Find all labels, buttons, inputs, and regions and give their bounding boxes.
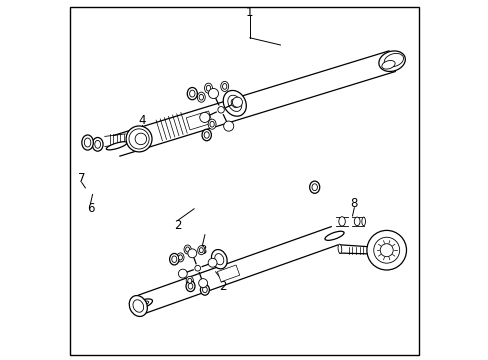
Text: 8: 8 [350,197,357,210]
Ellipse shape [183,245,191,254]
Ellipse shape [202,287,207,293]
Ellipse shape [95,140,101,148]
Ellipse shape [211,249,227,269]
Ellipse shape [197,246,204,255]
Circle shape [178,269,187,278]
Ellipse shape [185,281,195,292]
Ellipse shape [129,296,147,316]
Ellipse shape [199,248,203,253]
Ellipse shape [197,92,205,102]
Ellipse shape [171,256,177,262]
Circle shape [198,279,207,288]
Text: 2: 2 [219,280,226,293]
Ellipse shape [81,135,93,150]
Text: 3: 3 [198,244,205,257]
Ellipse shape [169,253,179,265]
Ellipse shape [187,278,191,283]
Ellipse shape [126,126,152,152]
Circle shape [194,265,200,271]
Ellipse shape [222,84,226,89]
Ellipse shape [200,284,209,295]
Circle shape [135,133,146,145]
Circle shape [129,129,149,149]
Ellipse shape [135,301,148,307]
Ellipse shape [223,90,246,116]
Polygon shape [186,111,212,130]
Ellipse shape [189,90,195,97]
Ellipse shape [214,253,224,265]
Text: 1: 1 [245,6,253,19]
Ellipse shape [354,217,359,226]
Ellipse shape [92,138,103,151]
Ellipse shape [337,244,341,253]
Ellipse shape [178,255,182,260]
Ellipse shape [338,217,345,226]
Ellipse shape [209,121,214,127]
Ellipse shape [177,253,183,262]
Ellipse shape [106,142,127,150]
Ellipse shape [208,119,216,129]
Text: 7: 7 [78,172,85,185]
Ellipse shape [384,53,403,67]
Ellipse shape [378,51,405,72]
Ellipse shape [324,231,344,240]
Circle shape [208,258,217,267]
Ellipse shape [204,83,212,93]
Circle shape [199,112,209,122]
Circle shape [232,97,242,107]
Circle shape [187,249,196,258]
Ellipse shape [381,60,394,69]
Circle shape [223,121,233,131]
Ellipse shape [204,132,209,138]
Circle shape [208,89,218,99]
Ellipse shape [220,81,228,91]
Text: 2: 2 [174,219,181,231]
Circle shape [380,244,392,257]
Ellipse shape [231,99,238,108]
Ellipse shape [185,247,189,252]
Polygon shape [217,265,239,282]
Ellipse shape [202,129,211,141]
Ellipse shape [311,184,317,191]
Text: 6: 6 [86,202,94,215]
Ellipse shape [206,85,210,91]
Ellipse shape [133,300,143,312]
Ellipse shape [199,94,203,100]
Ellipse shape [227,95,241,112]
Ellipse shape [84,138,91,147]
Text: 5: 5 [391,252,399,265]
Circle shape [373,237,399,263]
Text: 4: 4 [138,114,145,127]
Ellipse shape [309,181,319,193]
Ellipse shape [186,276,193,285]
Ellipse shape [188,283,192,289]
Ellipse shape [131,299,152,310]
Ellipse shape [187,87,197,100]
Circle shape [366,230,406,270]
Circle shape [218,107,224,113]
Ellipse shape [361,217,365,226]
